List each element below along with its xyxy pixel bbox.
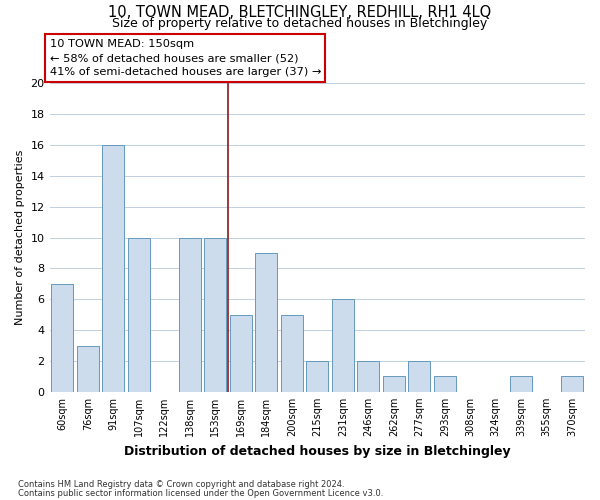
Bar [307, 361, 328, 392]
Text: Size of property relative to detached houses in Bletchingley: Size of property relative to detached ho… [112, 18, 488, 30]
Bar [256, 253, 277, 392]
Bar [103, 145, 124, 392]
Bar [77, 346, 98, 392]
X-axis label: Distribution of detached houses by size in Bletchingley: Distribution of detached houses by size … [124, 444, 511, 458]
Text: 10, TOWN MEAD, BLETCHINGLEY, REDHILL, RH1 4LQ: 10, TOWN MEAD, BLETCHINGLEY, REDHILL, RH… [109, 5, 491, 20]
Text: 10 TOWN MEAD: 150sqm
← 58% of detached houses are smaller (52)
41% of semi-detac: 10 TOWN MEAD: 150sqm ← 58% of detached h… [50, 39, 321, 77]
Text: Contains public sector information licensed under the Open Government Licence v3: Contains public sector information licen… [18, 488, 383, 498]
Bar [230, 314, 251, 392]
Bar [383, 376, 404, 392]
Bar [511, 376, 532, 392]
Text: Contains HM Land Registry data © Crown copyright and database right 2024.: Contains HM Land Registry data © Crown c… [18, 480, 344, 489]
Bar [128, 238, 149, 392]
Bar [332, 299, 353, 392]
Bar [434, 376, 455, 392]
Bar [562, 376, 583, 392]
Bar [281, 314, 302, 392]
Bar [205, 238, 226, 392]
Bar [358, 361, 379, 392]
Y-axis label: Number of detached properties: Number of detached properties [15, 150, 25, 325]
Bar [52, 284, 73, 392]
Bar [409, 361, 430, 392]
Bar [179, 238, 200, 392]
